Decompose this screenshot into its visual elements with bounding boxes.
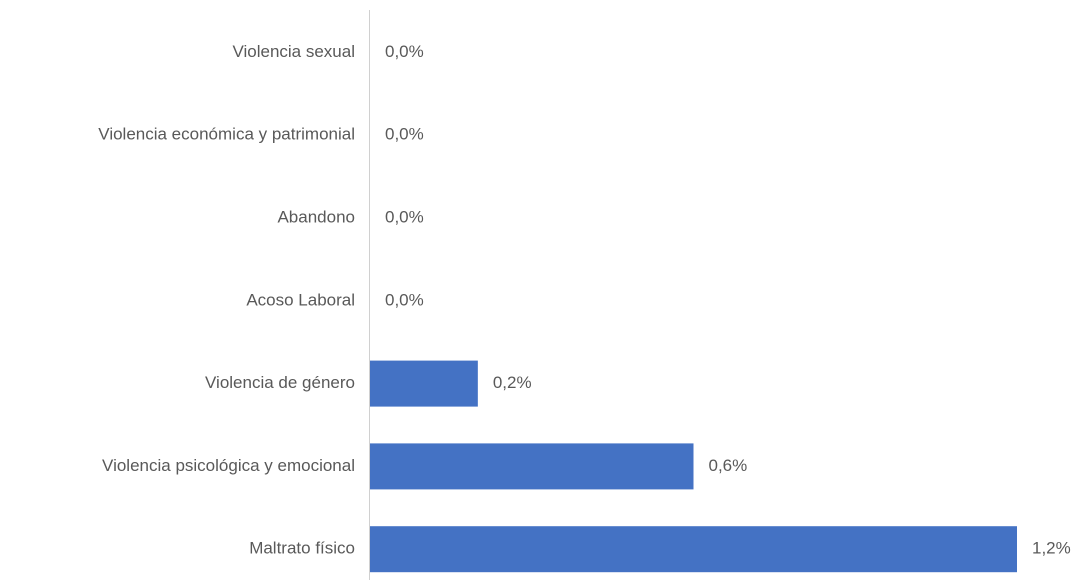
value-label: 0,0% — [385, 207, 424, 226]
category-label: Violencia de género — [205, 373, 355, 392]
category-label: Abandono — [277, 207, 355, 226]
bar — [370, 360, 478, 407]
value-label: 0,0% — [385, 290, 424, 309]
category-label: Acoso Laboral — [246, 290, 355, 309]
bar — [370, 443, 694, 490]
category-label: Violencia sexual — [232, 42, 355, 61]
value-label: 0,0% — [385, 125, 424, 144]
value-label: 0,6% — [709, 456, 748, 475]
value-label: 1,2% — [1032, 539, 1071, 558]
category-label: Maltrato físico — [249, 539, 355, 558]
category-label: Violencia económica y patrimonial — [98, 125, 355, 144]
value-label: 0,0% — [385, 42, 424, 61]
category-label: Violencia psicológica y emocional — [102, 456, 355, 475]
value-label: 0,2% — [493, 373, 532, 392]
bar — [370, 526, 1017, 573]
